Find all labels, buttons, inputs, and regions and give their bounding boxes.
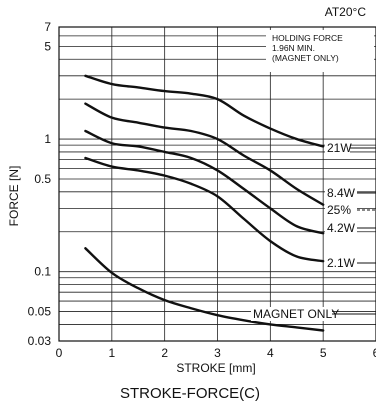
annotation-line-3: (MAGNET ONLY) xyxy=(272,53,339,63)
grid-lines xyxy=(59,26,376,342)
plot-frame xyxy=(58,26,376,342)
series-label: MAGNET ONLY xyxy=(253,307,339,321)
annotation-line-1: HOLDING FORCE xyxy=(272,33,343,43)
y-tick-label: 5 xyxy=(44,39,51,53)
series-label-bg xyxy=(325,141,350,155)
y-tick-label: 0.03 xyxy=(28,334,52,348)
axis-ticks: 0 1 2 3 4 5 6 7 5 1 0.5 0.1 0.05 0.03 xyxy=(28,20,376,360)
series-label-bg xyxy=(325,221,357,235)
x-tick-label: 1 xyxy=(108,346,115,360)
x-tick-label: 3 xyxy=(214,346,221,360)
series-label-bg xyxy=(251,307,332,321)
series-line xyxy=(84,156,325,263)
series-label: 21W xyxy=(327,141,352,155)
y-tick-label: 0.5 xyxy=(34,172,51,186)
series-label-bg xyxy=(325,256,357,270)
x-tick-label: 4 xyxy=(267,346,274,360)
duty-label-bg xyxy=(325,203,357,216)
y-tick-label: 7 xyxy=(44,20,51,34)
y-tick-label: 0.05 xyxy=(28,305,52,319)
y-axis-label: FORCE [N] xyxy=(7,166,21,227)
duty-label: 25% xyxy=(327,203,351,217)
y-tick-label: 0.1 xyxy=(34,265,51,279)
series-line xyxy=(84,129,325,235)
x-axis-label: STROKE [mm] xyxy=(176,361,255,375)
x-tick-label: 5 xyxy=(320,346,327,360)
series-label: 2.1W xyxy=(327,256,356,270)
y-tick-label: 1 xyxy=(44,132,51,146)
x-tick-label: 6 xyxy=(373,346,376,360)
x-tick-label: 0 xyxy=(56,346,63,360)
series-label: 8.4W xyxy=(327,186,356,200)
series-lines xyxy=(84,74,325,332)
series-line xyxy=(84,247,325,332)
series-labels: 21W 8.4W 4.2W 2.1W MAGNET ONLY 25% xyxy=(251,141,376,321)
series-label: 4.2W xyxy=(327,221,356,235)
condition-label: AT20°C xyxy=(325,5,367,19)
x-tick-label: 2 xyxy=(161,346,168,360)
annotation-box-bg xyxy=(266,30,374,72)
chart-title: STROKE-FORCE(C) xyxy=(120,385,260,402)
series-line xyxy=(84,74,325,148)
series-label-bg xyxy=(325,186,357,200)
series-line xyxy=(84,102,325,206)
annotation-line-2: 1.96N MIN. xyxy=(272,43,315,53)
